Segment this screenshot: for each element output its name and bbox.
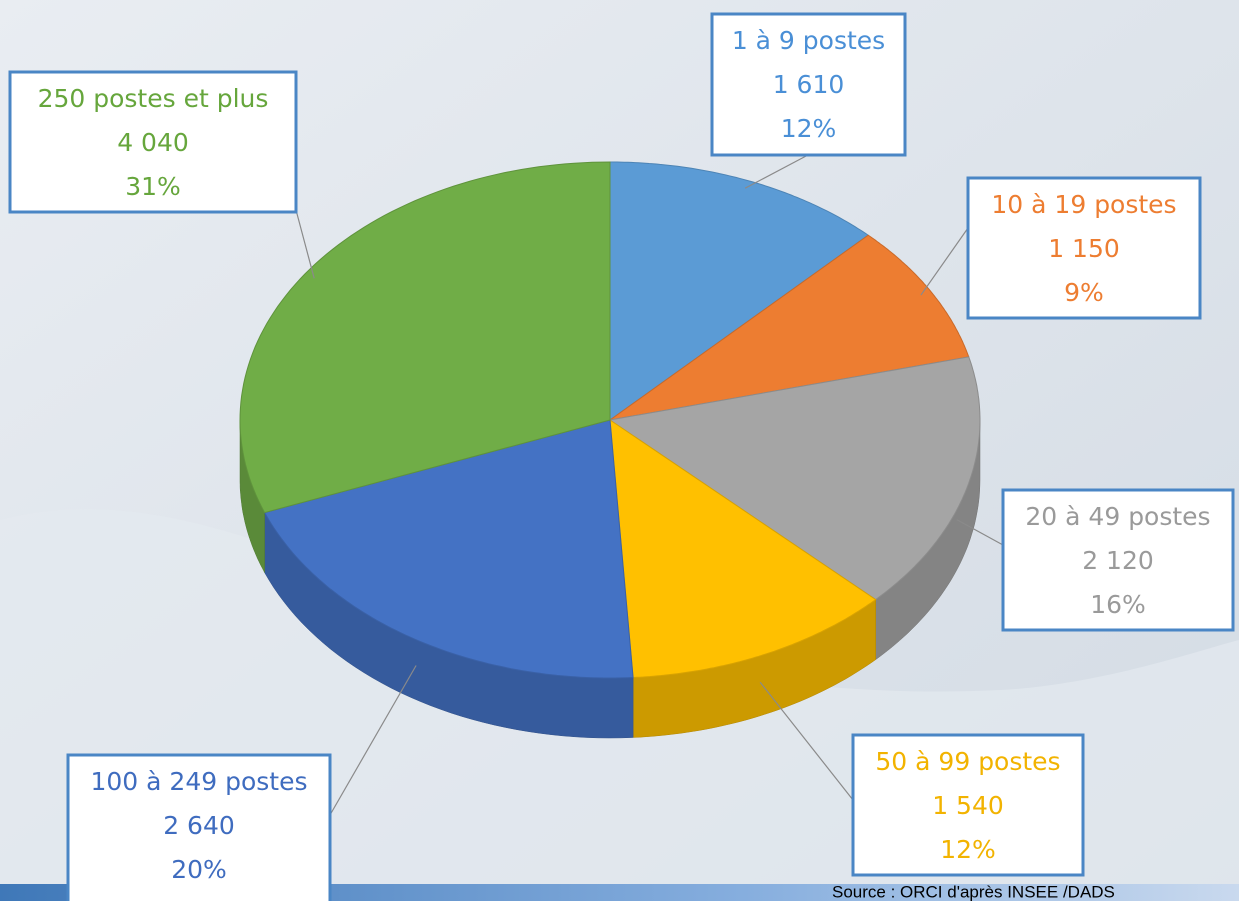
label-box (710, 12, 907, 157)
slice (263, 419, 634, 679)
label-category: 250 postes et plus (38, 84, 269, 113)
leader-line (329, 665, 417, 816)
label-percent: 31% (125, 172, 181, 201)
label-category: 100 à 249 postes (91, 767, 308, 796)
labels: 1 à 9 postes 1 610 12% 10 à 19 postes 1 150 9… (8, 12, 1235, 901)
label-box (8, 70, 298, 214)
label-category: 10 à 19 postes (991, 190, 1176, 219)
label-box (1001, 488, 1235, 632)
label-category: 50 à 99 postes (875, 747, 1060, 776)
source: Source : ORCI d'après INSEE /DADS (832, 882, 1115, 901)
label-category: 1 à 9 postes (732, 26, 885, 55)
label-box (66, 753, 332, 901)
label-value: 1 150 (1048, 234, 1120, 263)
label-percent: 16% (1090, 590, 1146, 619)
leader-line (744, 154, 809, 189)
label-percent: 20% (171, 855, 227, 884)
leader-line (295, 209, 315, 279)
label-percent: 9% (1064, 278, 1104, 307)
label-box (851, 733, 1085, 877)
slice (609, 161, 870, 421)
label-value: 1 540 (932, 791, 1004, 820)
label-percent: 12% (781, 114, 837, 143)
label-value: 2 120 (1082, 546, 1154, 575)
slice (239, 161, 611, 514)
slice (609, 234, 970, 421)
label-value: 1 610 (773, 70, 845, 99)
slice (609, 418, 877, 679)
leader-line (956, 519, 1004, 546)
slice (608, 356, 981, 601)
pie (239, 161, 981, 739)
leader-line (920, 227, 969, 296)
label-value: 2 640 (163, 811, 235, 840)
label-percent: 12% (940, 835, 996, 864)
leader-line (759, 681, 854, 801)
label-box (966, 176, 1202, 320)
label-category: 20 à 49 postes (1025, 502, 1210, 531)
label-value: 4 040 (117, 128, 189, 157)
